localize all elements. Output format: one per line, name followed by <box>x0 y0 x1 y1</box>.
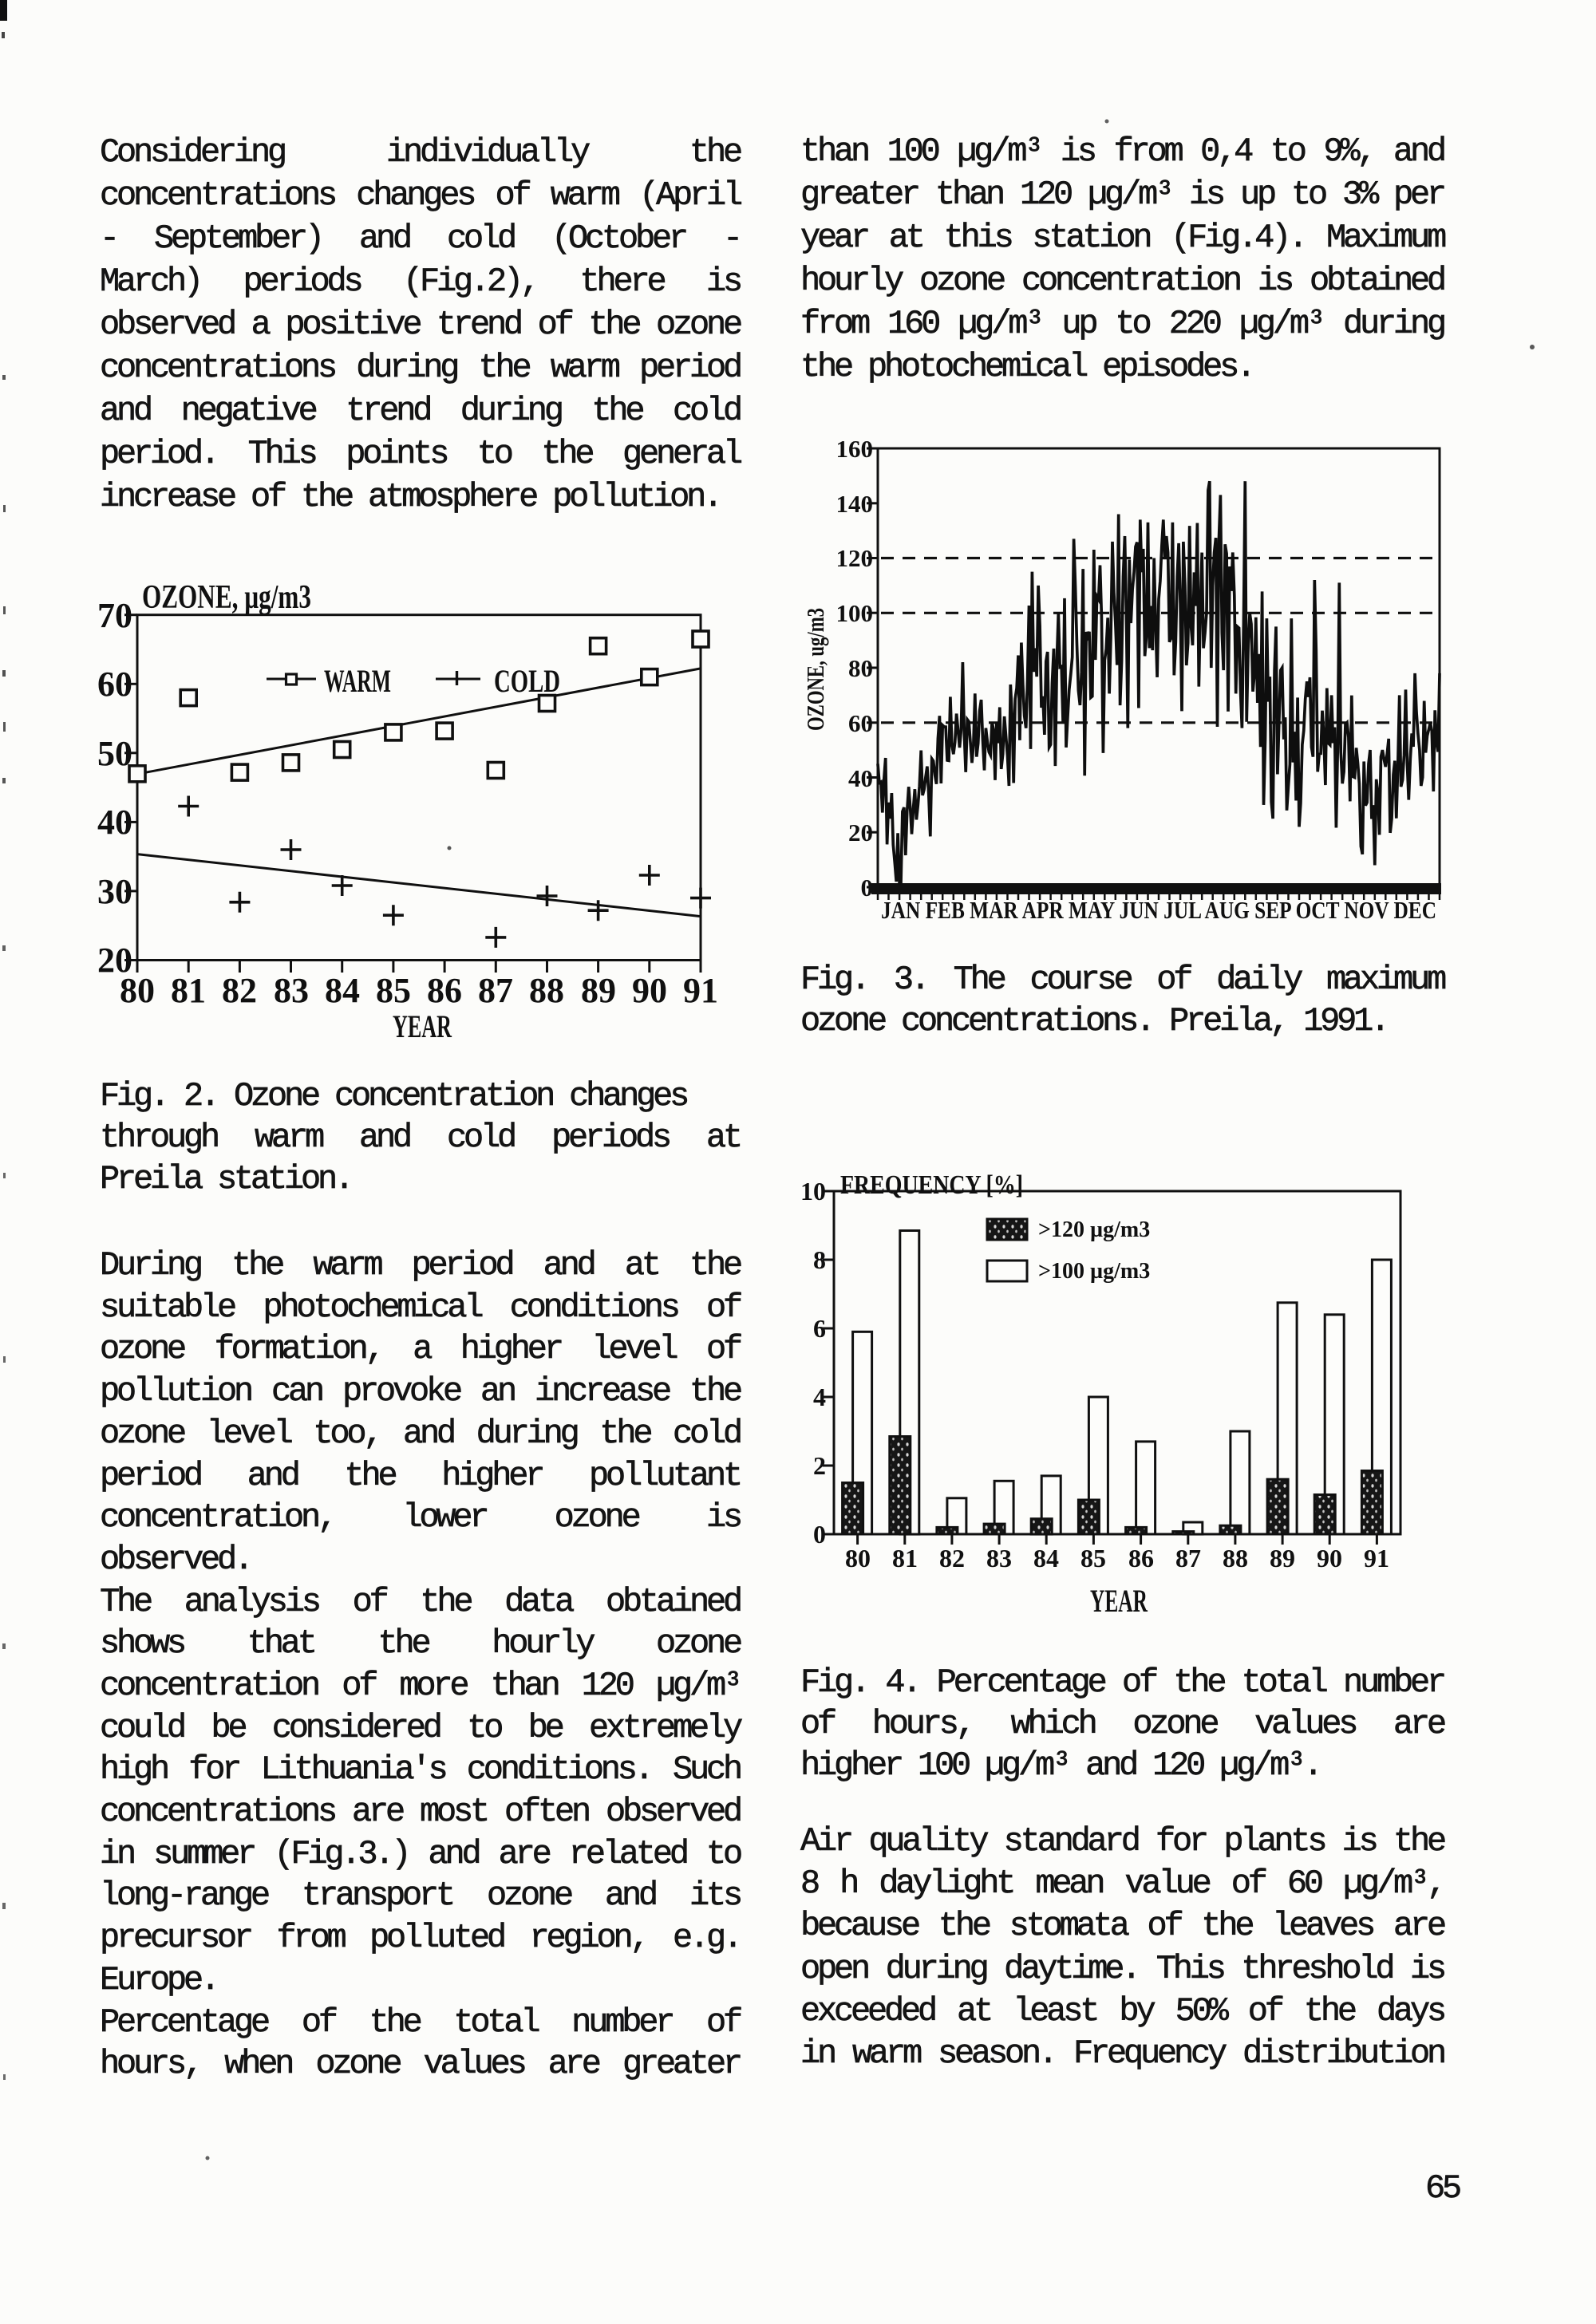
svg-text:20: 20 <box>848 819 873 846</box>
svg-text:91: 91 <box>683 971 718 1010</box>
svg-text:81: 81 <box>892 1544 918 1572</box>
svg-text:87: 87 <box>478 971 513 1010</box>
svg-text:82: 82 <box>222 971 257 1010</box>
svg-text:4: 4 <box>813 1383 826 1411</box>
svg-text:81: 81 <box>171 971 206 1010</box>
svg-text:FREQUENCY [%]: FREQUENCY [%] <box>840 1170 1023 1200</box>
svg-text:100: 100 <box>836 599 874 627</box>
svg-text:87: 87 <box>1175 1544 1201 1572</box>
svg-text:JAN FEB MAR APR MAY JUN JUL AU: JAN FEB MAR APR MAY JUN JUL AUG SEP OCT … <box>881 896 1436 924</box>
svg-text:83: 83 <box>986 1544 1012 1572</box>
svg-text:80: 80 <box>845 1544 871 1572</box>
svg-text:2: 2 <box>813 1451 826 1480</box>
svg-text:0: 0 <box>813 1520 826 1549</box>
svg-text:89: 89 <box>581 971 616 1010</box>
svg-text:60: 60 <box>848 709 873 737</box>
svg-text:90: 90 <box>632 971 667 1010</box>
svg-text:86: 86 <box>1128 1544 1154 1572</box>
svg-text:6: 6 <box>813 1314 826 1343</box>
svg-text:84: 84 <box>325 971 360 1010</box>
svg-text:85: 85 <box>1080 1544 1106 1572</box>
svg-text:85: 85 <box>376 971 411 1010</box>
svg-text:YEAR: YEAR <box>1090 1583 1148 1619</box>
svg-text:YEAR: YEAR <box>393 1008 452 1044</box>
svg-text:30: 30 <box>97 872 132 911</box>
svg-text:120: 120 <box>836 544 874 572</box>
svg-text:10: 10 <box>800 1177 826 1205</box>
svg-text:0: 0 <box>861 874 874 902</box>
svg-text:WARM: WARM <box>324 663 391 699</box>
svg-text:140: 140 <box>836 490 874 518</box>
svg-text:84: 84 <box>1033 1544 1059 1572</box>
svg-text:OZONE, µg/m3: OZONE, µg/m3 <box>142 579 311 616</box>
svg-text:20: 20 <box>97 941 132 980</box>
svg-text:60: 60 <box>97 665 132 704</box>
svg-text:160: 160 <box>836 435 874 463</box>
svg-text:>120 µg/m3: >120 µg/m3 <box>1038 1217 1150 1242</box>
svg-text:86: 86 <box>427 971 462 1010</box>
svg-text:40: 40 <box>848 764 873 792</box>
svg-text:80: 80 <box>848 654 873 682</box>
svg-text:80: 80 <box>120 971 155 1010</box>
svg-text:91: 91 <box>1364 1544 1389 1572</box>
svg-text:70: 70 <box>97 596 132 635</box>
svg-text:OZONE, ug/m3: OZONE, ug/m3 <box>801 608 829 731</box>
svg-text:88: 88 <box>529 971 564 1010</box>
svg-text:90: 90 <box>1317 1544 1342 1572</box>
svg-text:COLD: COLD <box>494 663 560 699</box>
svg-text:83: 83 <box>274 971 309 1010</box>
svg-text:89: 89 <box>1270 1544 1295 1572</box>
svg-text:8: 8 <box>813 1245 826 1274</box>
svg-text:40: 40 <box>97 803 132 842</box>
svg-text:50: 50 <box>97 734 132 773</box>
svg-text:82: 82 <box>939 1544 965 1572</box>
svg-text:>100 µg/m3: >100 µg/m3 <box>1038 1259 1150 1284</box>
svg-text:88: 88 <box>1223 1544 1248 1572</box>
